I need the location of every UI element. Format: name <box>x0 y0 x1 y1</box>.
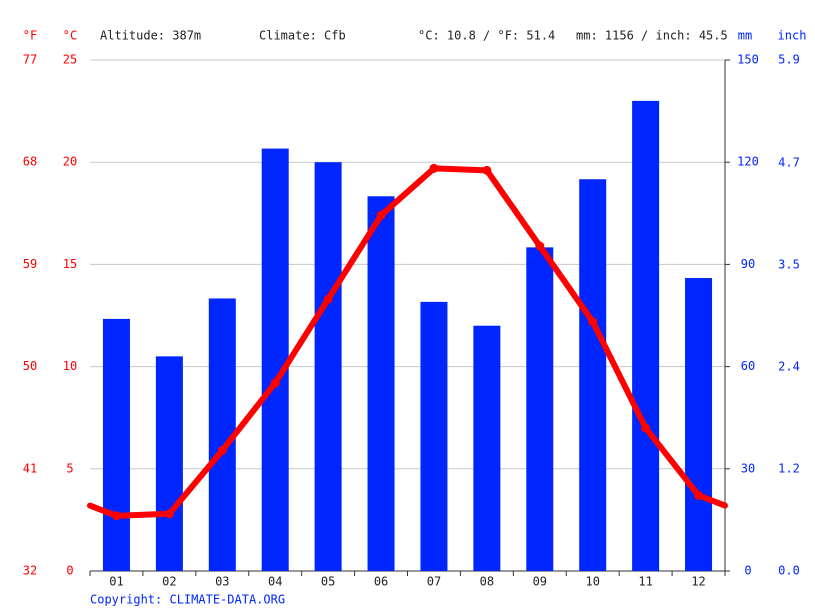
line-wrap <box>87 492 728 519</box>
bar <box>367 196 395 571</box>
bar <box>102 318 130 571</box>
x-tick-label: 02 <box>162 575 176 589</box>
bar <box>314 162 342 571</box>
y2-tick-label: 0 <box>744 564 751 578</box>
y-tick-label: 25 <box>63 53 77 67</box>
point <box>694 490 704 500</box>
x-tick-label: 09 <box>533 575 547 589</box>
unit-f: °F <box>23 29 37 43</box>
point <box>217 445 227 455</box>
x-tick-label: 10 <box>585 575 599 589</box>
point <box>429 163 439 173</box>
point <box>482 165 492 175</box>
point <box>270 378 280 388</box>
altitude: Altitude: 387m <box>100 29 201 43</box>
bar <box>579 179 607 571</box>
bar <box>632 100 660 571</box>
bar <box>420 301 448 571</box>
y-tick-label: 15 <box>63 257 77 271</box>
x-tick-label: 12 <box>691 575 705 589</box>
y-tick-label-f: 50 <box>23 359 37 373</box>
y2-tick-label-inch: 3.5 <box>778 257 800 271</box>
source: Copyright: CLIMATE-DATA.ORG <box>90 593 285 607</box>
point <box>641 423 651 433</box>
point <box>535 241 545 251</box>
y-tick-label-f: 77 <box>23 53 37 67</box>
point <box>164 509 174 519</box>
point <box>588 317 598 327</box>
y2-tick-label: 120 <box>737 155 759 169</box>
y-tick-label: 10 <box>63 359 77 373</box>
y2-tick-label: 60 <box>741 359 755 373</box>
bar <box>685 278 713 571</box>
bar <box>473 325 501 571</box>
y2-tick-label-inch: 0.0 <box>778 564 800 578</box>
y-tick-label: 0 <box>66 564 73 578</box>
bar <box>261 148 289 571</box>
x-tick-label: 05 <box>321 575 335 589</box>
x-tick-label: 06 <box>374 575 388 589</box>
bar <box>526 247 554 571</box>
y2-tick-label-inch: 2.4 <box>778 359 800 373</box>
y-tick-label-f: 68 <box>23 155 37 169</box>
y-tick-label-f: 59 <box>23 257 37 271</box>
y-tick-label: 5 <box>66 461 73 475</box>
y2-tick-label: 90 <box>741 257 755 271</box>
unit-c: °C <box>63 29 77 43</box>
x-tick-label: 03 <box>215 575 229 589</box>
y2-tick-label-inch: 1.2 <box>778 461 800 475</box>
y-tick-label-f: 32 <box>23 564 37 578</box>
unit-inch: inch <box>778 29 807 43</box>
bar <box>155 356 183 571</box>
line <box>116 165 701 519</box>
temperature-mean: °C: 10.8 / °F: 51.4 <box>418 29 555 43</box>
precipitation-total: mm: 1156 / inch: 45.5 <box>576 29 728 43</box>
point <box>376 210 386 220</box>
y2-tick-label-inch: 5.9 <box>778 53 800 67</box>
x-tick-label: 04 <box>268 575 282 589</box>
y-tick-label: 20 <box>63 155 77 169</box>
unit-mm: mm <box>738 29 752 43</box>
y2-tick-label-inch: 4.7 <box>778 155 800 169</box>
y-tick-label-f: 41 <box>23 461 37 475</box>
x-tick-label: 07 <box>427 575 441 589</box>
x-tick-label: 01 <box>109 575 123 589</box>
climate: Climate: Cfb <box>259 29 346 43</box>
x-tick-label: 11 <box>638 575 652 589</box>
point <box>111 511 121 521</box>
x-tick-label: 08 <box>480 575 494 589</box>
y2-tick-label: 30 <box>741 461 755 475</box>
y2-tick-label: 150 <box>737 53 759 67</box>
point <box>323 294 333 304</box>
